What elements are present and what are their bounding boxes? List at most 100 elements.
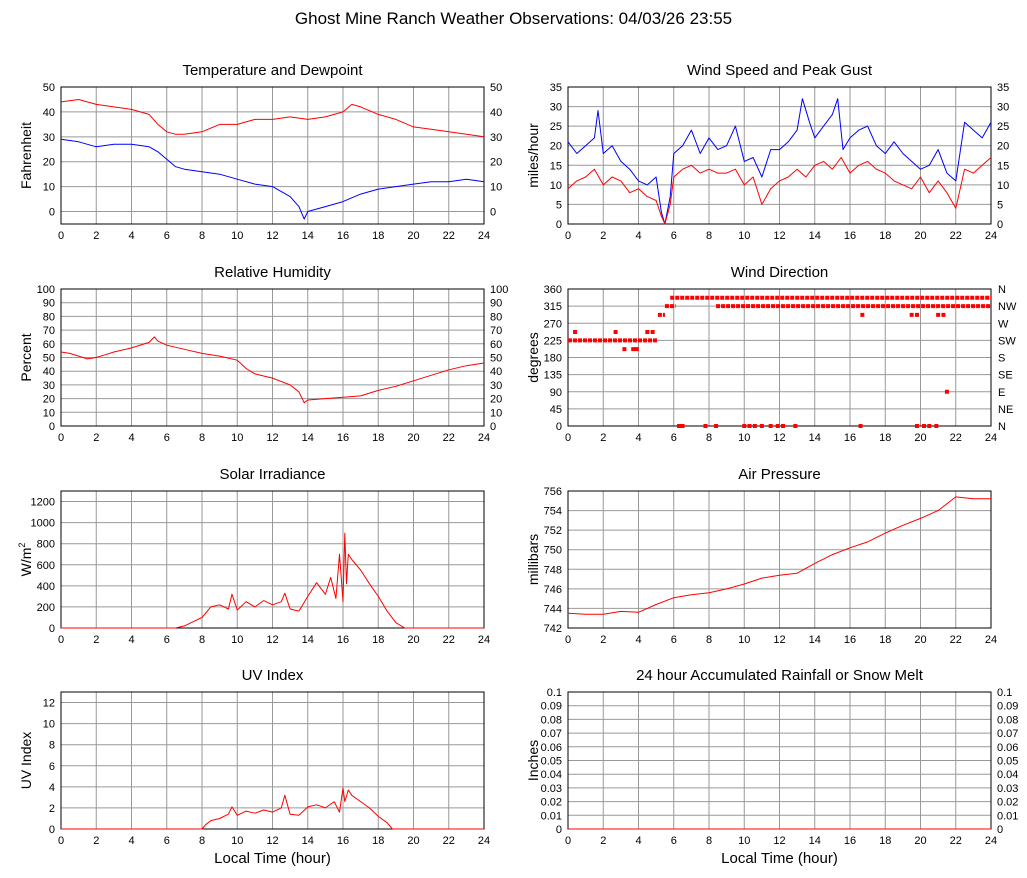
- y-tick-label-right: 15: [997, 160, 1009, 172]
- compass-label: E: [998, 387, 1005, 399]
- x-tick-label: 16: [844, 835, 856, 847]
- y-tick-label-right: 10: [490, 182, 502, 194]
- direction-point: [936, 312, 941, 317]
- x-tick-label: 6: [164, 835, 170, 847]
- y-tick-label: 5: [556, 199, 562, 211]
- x-tick-label: 20: [407, 835, 419, 847]
- x-tick-label: 12: [773, 230, 785, 242]
- series-line-solar-0: [61, 532, 484, 629]
- x-tick-label: 6: [671, 230, 677, 242]
- x-tick-label: 12: [773, 634, 785, 646]
- x-tick-label: 10: [738, 835, 750, 847]
- x-tick-label: 2: [93, 634, 99, 646]
- x-tick-label: 6: [671, 835, 677, 847]
- y-tick-label: 30: [43, 380, 55, 392]
- direction-point: [922, 424, 927, 428]
- direction-point: [927, 424, 932, 428]
- compass-label: SW: [998, 335, 1016, 347]
- series-line-wind-1: [567, 157, 992, 225]
- direction-point: [703, 424, 708, 428]
- x-tick-label: 20: [407, 230, 419, 242]
- x-tick-label: 10: [231, 634, 243, 646]
- y-tick-label: 0.08: [541, 714, 562, 726]
- y-tick-label: 90: [43, 298, 55, 310]
- y-tick-label-right: 0.1: [997, 687, 1012, 699]
- x-tick-label: 6: [671, 634, 677, 646]
- x-tick-label: 6: [671, 432, 677, 444]
- x-tick-label: 6: [164, 634, 170, 646]
- y-tick-label: 746: [544, 584, 562, 596]
- compass-label: S: [998, 353, 1005, 365]
- x-tick-label: 24: [985, 432, 997, 444]
- y-axis-label: W/m2: [17, 543, 34, 577]
- chart-rain: 0 2 4 6 8 10 12 14 16 18 20 22 240 00.01 0.010.02 0.020…: [525, 667, 1018, 867]
- series-line-temp-1: [60, 138, 485, 220]
- y-tick-label: 800: [37, 539, 55, 551]
- x-tick-label: 16: [337, 432, 349, 444]
- y-tick-label-right: 0: [997, 219, 1003, 231]
- y-tick-label-right: 25: [997, 121, 1009, 133]
- direction-point: [781, 424, 786, 428]
- direction-point: [714, 424, 719, 428]
- series-line-uv-0: [61, 787, 484, 830]
- y-tick-label: 40: [43, 107, 55, 119]
- y-axis-label-superscript: 2: [17, 543, 27, 548]
- x-tick-label: 8: [706, 634, 712, 646]
- x-tick-label: 24: [985, 835, 997, 847]
- x-tick-label: 0: [565, 432, 571, 444]
- y-tick-label-right: 20: [997, 141, 1009, 153]
- x-tick-label: 2: [93, 835, 99, 847]
- y-tick-label: 135: [544, 370, 562, 382]
- x-tick-label: 22: [443, 634, 455, 646]
- x-tick-label: 22: [950, 230, 962, 242]
- x-tick-label: 24: [478, 634, 490, 646]
- x-tick-label: 10: [231, 432, 243, 444]
- y-tick-label: 100: [37, 284, 55, 296]
- y-tick-label: 50: [43, 82, 55, 94]
- y-tick-label: 600: [37, 560, 55, 572]
- x-tick-label: 4: [635, 432, 641, 444]
- x-tick-label: 0: [58, 835, 64, 847]
- x-tick-label: 8: [199, 634, 205, 646]
- y-tick-label: 20: [43, 394, 55, 406]
- x-tick-label: 18: [372, 432, 384, 444]
- y-tick-label-right: 0.06: [997, 742, 1018, 754]
- x-tick-label: 16: [844, 230, 856, 242]
- x-tick-label: 14: [302, 230, 314, 242]
- x-tick-label: 12: [773, 835, 785, 847]
- plot-frame: [60, 691, 485, 830]
- y-axis-label: Percent: [18, 333, 34, 381]
- y-tick-label: 756: [544, 486, 562, 498]
- y-axis-label: degrees: [525, 332, 541, 383]
- x-tick-label: 4: [128, 634, 134, 646]
- y-tick-label: 8: [49, 740, 55, 752]
- direction-point: [645, 330, 650, 335]
- y-tick-label: 0: [556, 824, 562, 836]
- y-tick-label: 0.05: [541, 756, 562, 768]
- x-tick-label: 16: [337, 634, 349, 646]
- x-tick-label: 8: [706, 835, 712, 847]
- y-tick-label: 0: [49, 623, 55, 635]
- y-tick-label: 30: [550, 102, 562, 114]
- direction-point: [944, 389, 949, 394]
- y-tick-label: 0: [556, 421, 562, 433]
- chart-title: Temperature and Dewpoint: [182, 62, 363, 79]
- y-tick-label-right: 60: [490, 339, 502, 351]
- series-line-rh-0: [60, 336, 485, 404]
- x-axis-label: Local Time (hour): [721, 850, 838, 867]
- x-tick-label: 8: [199, 230, 205, 242]
- x-tick-label: 8: [199, 432, 205, 444]
- x-tick-label: 16: [337, 835, 349, 847]
- chart-title: Relative Humidity: [214, 264, 331, 281]
- chart-title: UV Index: [242, 667, 304, 684]
- y-tick-label: 10: [550, 180, 562, 192]
- direction-point: [775, 424, 780, 428]
- y-tick-label: 0: [556, 219, 562, 231]
- direction-point: [631, 347, 636, 352]
- y-tick-label-right: 35: [997, 82, 1009, 94]
- direction-point: [650, 330, 655, 335]
- chart-title: Wind Speed and Peak Gust: [687, 62, 873, 79]
- y-tick-label: 10: [43, 719, 55, 731]
